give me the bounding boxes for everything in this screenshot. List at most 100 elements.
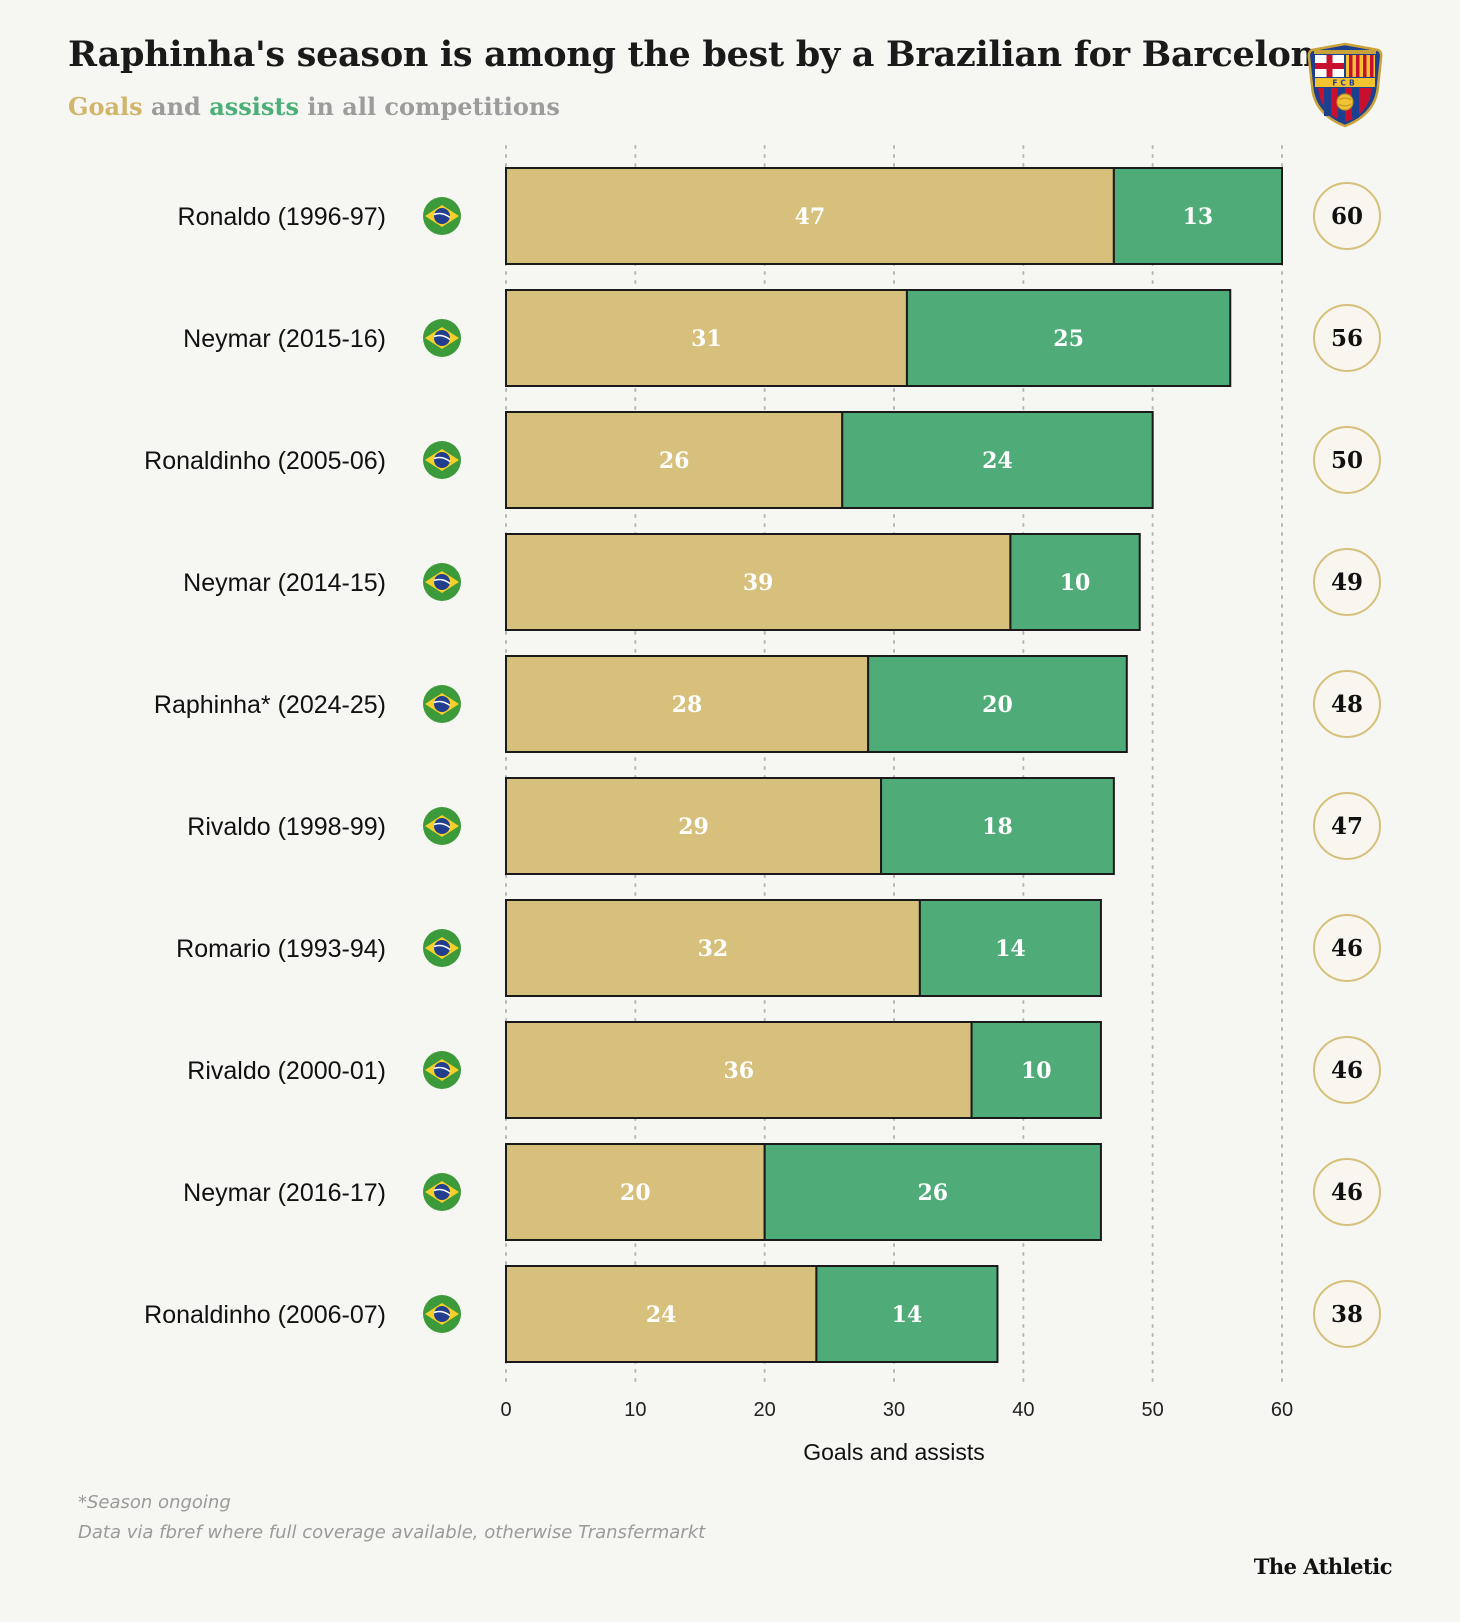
total-value-label: 46	[1331, 1057, 1363, 1084]
total-value-label: 38	[1331, 1301, 1363, 1328]
total-badge	[1313, 548, 1381, 616]
subtitle-and-word: and	[151, 92, 201, 121]
assists-bar	[867, 655, 1128, 753]
total-value-label: 50	[1331, 447, 1363, 474]
bar-row: Ronaldo (1996-97) 47 13 60	[178, 167, 1381, 265]
flag-band	[433, 334, 451, 341]
brazil-flag-icon	[423, 563, 461, 601]
assists-bar	[905, 289, 1232, 387]
brazil-flag-icon	[423, 807, 461, 845]
assists-bar	[918, 899, 1102, 997]
chart-subtitle: Goals and assists in all competitions	[68, 92, 560, 121]
goals-value-label: 39	[743, 570, 774, 596]
x-tick-label: 20	[754, 1399, 776, 1421]
goals-value-label: 28	[672, 692, 703, 718]
footnote-season-ongoing: *Season ongoing	[78, 1492, 231, 1513]
flag-band	[433, 944, 451, 951]
bar-row: Ronaldinho (2006-07) 24 14 38	[144, 1265, 1381, 1363]
assists-bar	[880, 777, 1115, 875]
goals-value-label: 20	[620, 1180, 651, 1206]
goals-bar	[505, 289, 908, 387]
player-season-label: Ronaldo (1996-97)	[178, 203, 386, 231]
flag-band	[433, 578, 451, 585]
assists-bar	[763, 1143, 1102, 1241]
bar-row: Ronaldinho (2005-06) 26 24 50	[144, 411, 1381, 509]
footnote-data-source: Data via fbref where full coverage avail…	[78, 1522, 706, 1543]
goals-value-label: 29	[678, 814, 709, 840]
flag-globe	[434, 574, 450, 590]
player-season-label: Ronaldinho (2006-07)	[144, 1301, 386, 1329]
player-season-label: Neymar (2014-15)	[183, 569, 386, 597]
total-value-label: 48	[1331, 691, 1363, 718]
flag-globe	[434, 208, 450, 224]
total-value-label: 60	[1331, 203, 1363, 230]
footnotes: *Season ongoing Data via fbref where ful…	[78, 1488, 705, 1548]
flag-globe	[434, 940, 450, 956]
x-axis-title: Goals and assists	[803, 1439, 985, 1460]
flag-globe	[434, 452, 450, 468]
total-value-label: 56	[1331, 325, 1363, 352]
fc-barcelona-crest-icon: FCB	[1307, 42, 1383, 128]
total-badge	[1313, 1280, 1381, 1348]
flag-band	[433, 700, 451, 707]
bar-row: Rivaldo (2000-01) 36 10 46	[187, 1021, 1381, 1119]
flag-band	[433, 1066, 451, 1073]
goals-bar	[505, 1265, 818, 1363]
goals-value-label: 24	[646, 1302, 677, 1328]
assists-bar	[970, 1021, 1102, 1119]
goals-bar	[505, 533, 1012, 631]
goals-bar	[505, 1021, 973, 1119]
goals-bar	[505, 777, 883, 875]
flag-globe	[434, 1306, 450, 1322]
x-tick-label: 50	[1142, 1399, 1164, 1421]
assists-value-label: 18	[982, 814, 1013, 840]
goals-bar	[505, 167, 1115, 265]
the-athletic-logo: The Athletic	[1253, 1554, 1393, 1579]
player-season-label: Romario (1993-94)	[176, 935, 386, 963]
flag-globe	[434, 818, 450, 834]
brazil-flag-icon	[423, 685, 461, 723]
goals-value-label: 32	[698, 936, 729, 962]
player-season-label: Rivaldo (2000-01)	[187, 1057, 386, 1085]
svg-text:FCB: FCB	[1332, 79, 1357, 88]
assists-value-label: 14	[995, 936, 1026, 962]
bar-row: Neymar (2014-15) 39 10 49	[183, 533, 1381, 631]
subtitle-goals-word: Goals	[68, 92, 143, 121]
total-badge	[1313, 1036, 1381, 1104]
brazil-flag-icon	[423, 441, 461, 479]
brazil-flag-icon	[423, 319, 461, 357]
assists-value-label: 13	[1183, 204, 1214, 230]
goals-bar	[505, 655, 870, 753]
total-value-label: 46	[1331, 1179, 1363, 1206]
goals-bar	[505, 411, 844, 509]
total-badge	[1313, 792, 1381, 860]
subtitle-rest: in all competitions	[307, 92, 560, 121]
assists-bar	[1009, 533, 1141, 631]
total-badge	[1313, 426, 1381, 494]
assists-value-label: 10	[1060, 570, 1091, 596]
goals-bar	[505, 1143, 766, 1241]
bar-row: Neymar (2016-17) 20 26 46	[183, 1143, 1381, 1241]
brazil-flag-icon	[423, 1295, 461, 1333]
assists-value-label: 24	[982, 448, 1013, 474]
x-tick-label: 60	[1271, 1399, 1293, 1421]
assists-bar	[841, 411, 1154, 509]
subtitle-assists-word: assists	[209, 92, 299, 121]
assists-value-label: 20	[982, 692, 1013, 718]
total-badge	[1313, 670, 1381, 738]
x-tick-label: 0	[500, 1399, 511, 1421]
assists-value-label: 26	[917, 1180, 948, 1206]
flag-band	[433, 1310, 451, 1317]
bar-row: Raphinha* (2024-25) 28 20 48	[154, 655, 1381, 753]
goals-value-label: 26	[659, 448, 690, 474]
flag-band	[433, 212, 451, 219]
player-season-label: Raphinha* (2024-25)	[154, 691, 386, 719]
total-badge	[1313, 182, 1381, 250]
total-value-label: 46	[1331, 935, 1363, 962]
x-tick-label: 10	[624, 1399, 646, 1421]
goals-value-label: 47	[795, 204, 826, 230]
total-badge	[1313, 304, 1381, 372]
flag-globe	[434, 1184, 450, 1200]
brazil-flag-icon	[423, 1051, 461, 1089]
goals-value-label: 36	[723, 1058, 754, 1084]
